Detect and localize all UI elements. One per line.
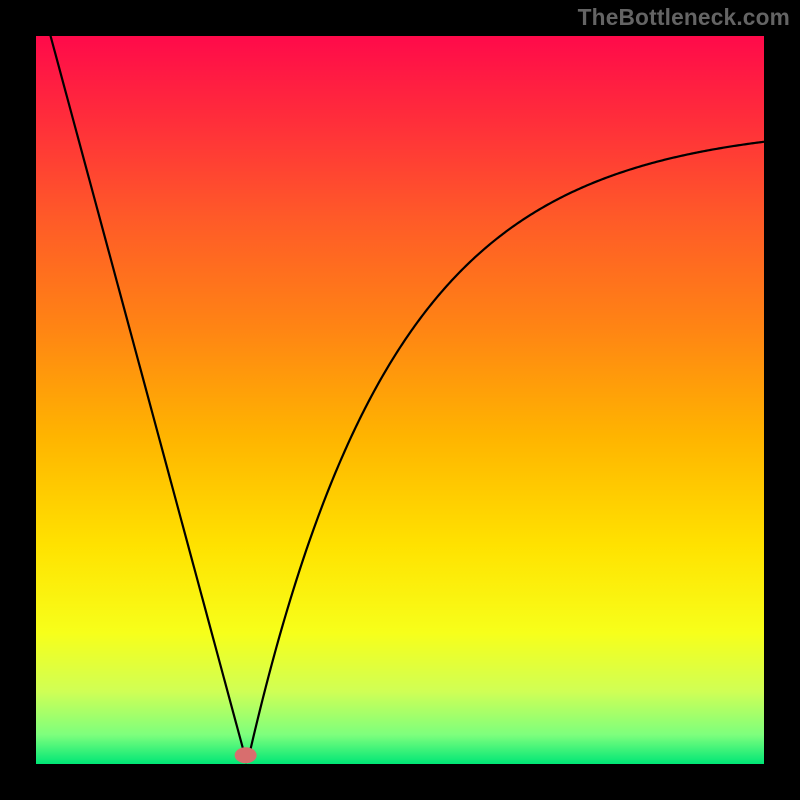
plot-background [36, 36, 764, 764]
minimum-marker-icon [235, 747, 257, 763]
watermark-text: TheBottleneck.com [578, 4, 790, 31]
plot-svg [36, 36, 764, 764]
image-root: TheBottleneck.com [0, 0, 800, 800]
